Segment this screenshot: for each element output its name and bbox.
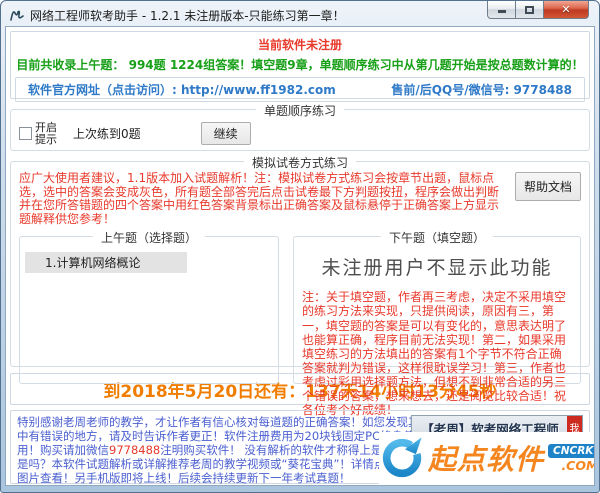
unregistered-status: 当前软件未注册 xyxy=(257,38,342,52)
single-practice-title: 单题顺序练习 xyxy=(255,102,345,119)
tip-checkbox-label-line2: 提示 xyxy=(35,132,57,146)
website-bar: 软件官方网址（点击访问）: http://www.ff1982.com 售前/后… xyxy=(15,77,585,102)
fill-blank-note: 注：关于填空题，作者再三考虑，决定不采用填空的练习方法来实现，只提供阅读，原因有… xyxy=(302,290,567,418)
footer-note-before: 特别感谢老周老师的教学，才让作者有信心核对每道题的正确答案！如您发现其中有错误的… xyxy=(17,415,420,458)
continue-button[interactable]: 继续 xyxy=(200,122,251,146)
official-site-link[interactable]: 软件官方网址（点击访问）: http://www.ff1982.com xyxy=(28,83,336,97)
titlebar[interactable]: 网络工程师软考助手 - 1.2.1 未注册版本-只能练习第一章！ xyxy=(5,1,595,26)
exam-countdown: 到2018年5月20日还有：137天14小时13分45秒 xyxy=(103,381,497,402)
tip-checkbox[interactable] xyxy=(19,127,32,141)
question-stats: 目前共收录上午题： 994题 1224组答案！填空题9章，单题顺序练习中从第几题… xyxy=(16,58,584,72)
maximize-icon xyxy=(525,6,534,14)
wechat-number: 9778488 xyxy=(109,443,161,458)
unregistered-feature-text: 未注册用户不显示此功能 xyxy=(321,257,553,280)
caption-buttons: ✕ xyxy=(487,1,589,19)
cncrk-badge-group: CNCRK .COM xyxy=(548,443,595,473)
countdown-panel: 到2018年5月20日还有：137天14小时13分45秒 xyxy=(10,373,590,405)
footer-note-after: 注明购买软件！ 没有解析的软件才称得上是助手不是吗？本软件试题解析或详解推荐老周… xyxy=(17,443,420,486)
afternoon-questions-title: 下午题（填空题） xyxy=(380,229,494,247)
close-icon: ✕ xyxy=(561,3,571,16)
contact-info: 售前/后QQ号/微信号: 9778488 xyxy=(391,83,572,97)
mock-exam-group: 模拟试卷方式练习 应广大使用者建议，1.1版本加入试题解析！注：模拟试卷方式练习… xyxy=(10,154,590,417)
minimize-button[interactable] xyxy=(487,1,516,19)
afternoon-questions-group: 下午题（填空题） 未注册用户不显示此功能 注：关于填空题，作者再三考虑，决定不采… xyxy=(293,229,581,417)
last-practice-progress: 上次练到0题 xyxy=(73,127,141,142)
close-button[interactable]: ✕ xyxy=(544,1,589,19)
client-area: 当前软件未注册 目前共收录上午题： 994题 1224组答案！填空题9章，单题顺… xyxy=(5,26,595,486)
maximize-button[interactable] xyxy=(516,1,544,19)
morning-questions-group: 上午题（选择题） 1.计算机网络概论 xyxy=(19,229,279,385)
watermark-site-name: 起点软件 xyxy=(428,443,545,476)
qidian-logo-icon xyxy=(379,435,425,481)
single-practice-group: 单题顺序练习 开启 提示 上次练到0题 继续 xyxy=(10,102,590,151)
cncrk-com-label: .COM xyxy=(561,457,595,473)
site-watermark: 起点软件 CNCRK .COM 园 xyxy=(379,432,595,484)
minimize-icon xyxy=(497,10,506,13)
mock-exam-title: 模拟试卷方式练习 xyxy=(243,154,357,171)
tip-checkbox-label-line1: 开启 xyxy=(35,121,57,134)
morning-questions-title: 上午题（选择题） xyxy=(92,229,206,247)
help-doc-button[interactable]: 帮助文档 xyxy=(514,172,581,201)
app-icon xyxy=(9,7,25,23)
cncrk-badge: CNCRK xyxy=(548,443,594,458)
window-title: 网络工程师软考助手 - 1.2.1 未注册版本-只能练习第一章！ xyxy=(30,8,345,23)
mock-exam-notice: 应广大使用者建议，1.1版本加入试题解析！注：模拟试卷方式练习会按章节出题，鼠标… xyxy=(19,171,500,226)
chapter-list-item-selected[interactable]: 1.计算机网络概论 xyxy=(25,252,187,274)
registration-info-panel: 当前软件未注册 目前共收录上午题： 994题 1224组答案！填空题9章，单题顺… xyxy=(10,31,590,102)
footer-note: 特别感谢老周老师的教学，才让作者有信心核对每道题的正确答案！如您发现其中有错误的… xyxy=(17,415,421,485)
tip-checkbox-label[interactable]: 开启 提示 xyxy=(35,122,57,145)
